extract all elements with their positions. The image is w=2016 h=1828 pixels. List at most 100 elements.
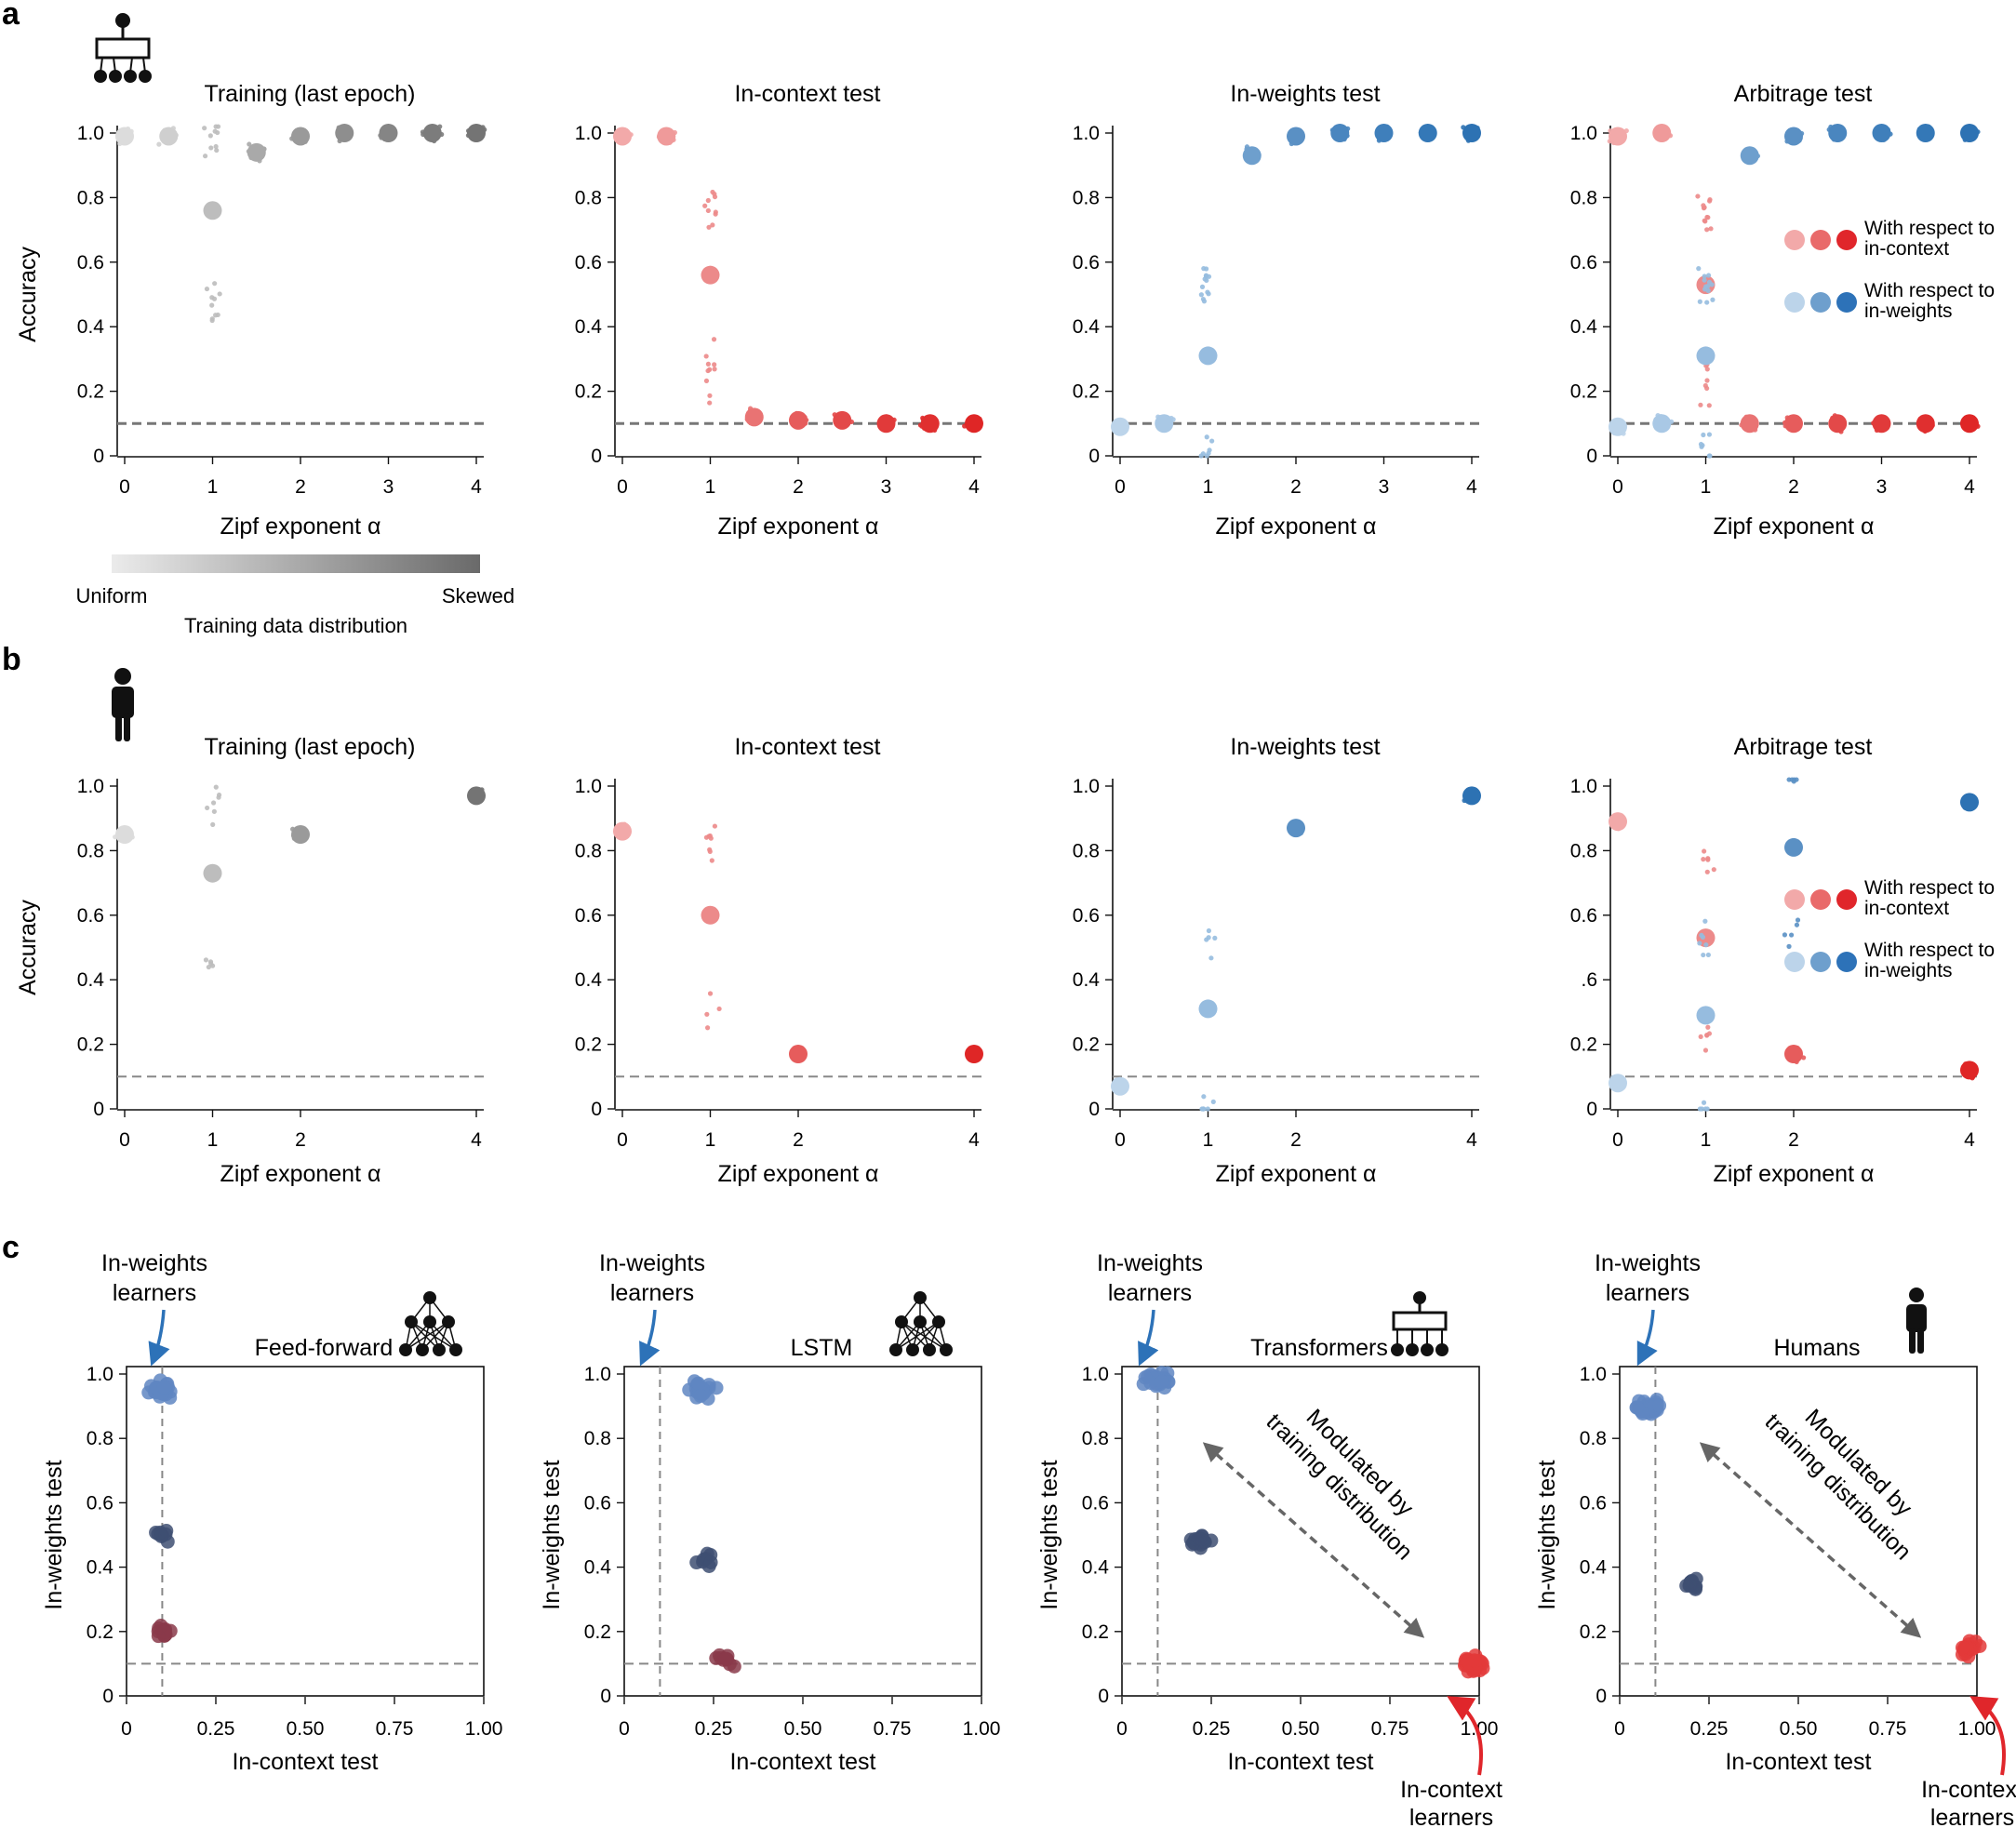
mean-point <box>467 124 486 142</box>
y-tick-label: 0.8 <box>1570 187 1597 208</box>
data-point <box>1786 943 1792 949</box>
y-tick-label: 0.8 <box>1073 840 1100 861</box>
mean-point <box>744 407 764 427</box>
mean-point <box>1916 124 1935 142</box>
axes-frame <box>1619 1366 1978 1697</box>
data-point <box>209 302 215 308</box>
learner-point <box>693 1389 708 1404</box>
y-axis-label: Accuracy <box>15 247 41 342</box>
chart-title: Training (last epoch) <box>205 734 416 760</box>
x-axis-label: In-context test <box>1725 1749 1871 1775</box>
data-point <box>1698 402 1703 407</box>
data-point <box>1200 451 1206 457</box>
y-tick-label: 0.8 <box>87 1428 113 1449</box>
data-point <box>705 197 711 204</box>
mean-point <box>1740 414 1759 434</box>
mean-point <box>965 414 983 434</box>
mean-point <box>1872 414 1891 434</box>
learner-point <box>1194 1531 1208 1546</box>
mean-point <box>701 905 720 925</box>
y-tick-label: 0.6 <box>1580 1492 1607 1514</box>
y-tick-label: 0.8 <box>584 1428 611 1449</box>
chart-b-1: 0 0.2 0.4 0.6 0.8 1.0 0 1 2 4 Zipf exponent α Accur… <box>15 734 486 1187</box>
mean-point <box>1652 414 1672 434</box>
axes-frame <box>126 1366 485 1697</box>
legend-label-context: in-context <box>1864 898 1949 919</box>
x-axis-label: Zipf exponent α <box>718 1161 879 1187</box>
y-tick-label: 1.0 <box>1073 776 1100 797</box>
mean-point <box>1828 124 1848 142</box>
x-tick-label: 3 <box>881 476 892 498</box>
panel-label-b: b <box>2 642 21 677</box>
y-tick-label: 0.2 <box>77 1034 104 1056</box>
data-point <box>1704 367 1710 372</box>
x-tick-label: 0 <box>617 476 628 498</box>
y-tick-label: 0.6 <box>575 905 602 927</box>
data-point <box>1206 450 1211 456</box>
y-tick-label: 0 <box>93 1099 104 1120</box>
y-tick-label: 0 <box>1586 446 1597 467</box>
y-tick-label: 0 <box>591 446 602 467</box>
x-tick-label: 4 <box>1466 476 1477 498</box>
mean-point <box>1242 146 1262 166</box>
mean-point <box>1462 786 1481 806</box>
x-tick-label: 2 <box>1290 476 1302 498</box>
x-tick-label: 1 <box>207 476 219 498</box>
y-tick-label: 0 <box>1098 1686 1109 1707</box>
data-point <box>1697 941 1702 946</box>
data-point <box>716 1006 722 1012</box>
data-point <box>1704 869 1710 874</box>
data-point <box>712 362 717 367</box>
y-tick-label: 1.0 <box>1073 123 1100 144</box>
mean-point <box>1609 812 1627 832</box>
mean-point <box>833 410 852 430</box>
data-point <box>1696 266 1702 272</box>
x-tick-label: 3 <box>1876 476 1888 498</box>
data-point <box>1199 1106 1205 1112</box>
data-point <box>213 784 219 790</box>
data-point <box>205 805 210 811</box>
annotation-ic-learners: In-context <box>1400 1777 1502 1803</box>
data-point <box>713 209 718 215</box>
data-point <box>211 808 217 814</box>
chart-title: Arbitrage test <box>1734 734 1873 760</box>
data-point <box>1212 935 1218 941</box>
y-tick-label: .6 <box>1581 969 1597 991</box>
data-point <box>709 858 714 863</box>
y-tick-label: 0.2 <box>1073 381 1100 403</box>
annotation-iw-learners: In-weights <box>1595 1250 1701 1276</box>
chart-c-2: 00.20.40.60.81.00 0.25 0.50 0.75 1.00In-cont… <box>539 1335 1000 1775</box>
x-tick-label: 1 <box>705 1129 716 1151</box>
legend-swatch-blue <box>1784 292 1805 313</box>
x-axis-label: In-context test <box>1227 1749 1373 1775</box>
x-tick-label: 2 <box>793 476 804 498</box>
y-tick-label: 0 <box>1586 1099 1597 1120</box>
person-icon <box>112 668 134 741</box>
mean-point <box>789 1045 808 1064</box>
data-point <box>204 286 210 292</box>
mean-point <box>1198 346 1218 366</box>
mean-point <box>1960 793 1979 812</box>
learner-point <box>1630 1400 1645 1415</box>
y-tick-label: 0.2 <box>1580 1621 1607 1643</box>
legend-swatch-red <box>1784 889 1805 910</box>
legend-label-context: in-context <box>1864 238 1949 260</box>
data-point <box>1701 1100 1707 1105</box>
data-point <box>707 991 714 996</box>
data-point <box>208 145 214 151</box>
modulated-arrow <box>1202 1442 1425 1638</box>
x-tick-label: 0.25 <box>1690 1718 1729 1740</box>
annotation-iw-learners: In-weights <box>1097 1250 1203 1276</box>
x-axis-label: Zipf exponent α <box>718 514 879 540</box>
annotation-ic-learners: learners <box>1930 1805 2014 1828</box>
x-axis-label: In-context test <box>232 1749 378 1775</box>
x-tick-label: 1 <box>1701 1129 1712 1151</box>
mean-point <box>1111 1076 1129 1096</box>
data-point <box>1702 1047 1709 1053</box>
mean-point <box>159 127 179 146</box>
annotation-iw-learners: learners <box>610 1280 694 1306</box>
data-point <box>711 337 717 342</box>
x-tick-label: 0.25 <box>197 1718 235 1740</box>
data-point <box>707 848 713 854</box>
feedforward-network-icon <box>399 1291 462 1356</box>
